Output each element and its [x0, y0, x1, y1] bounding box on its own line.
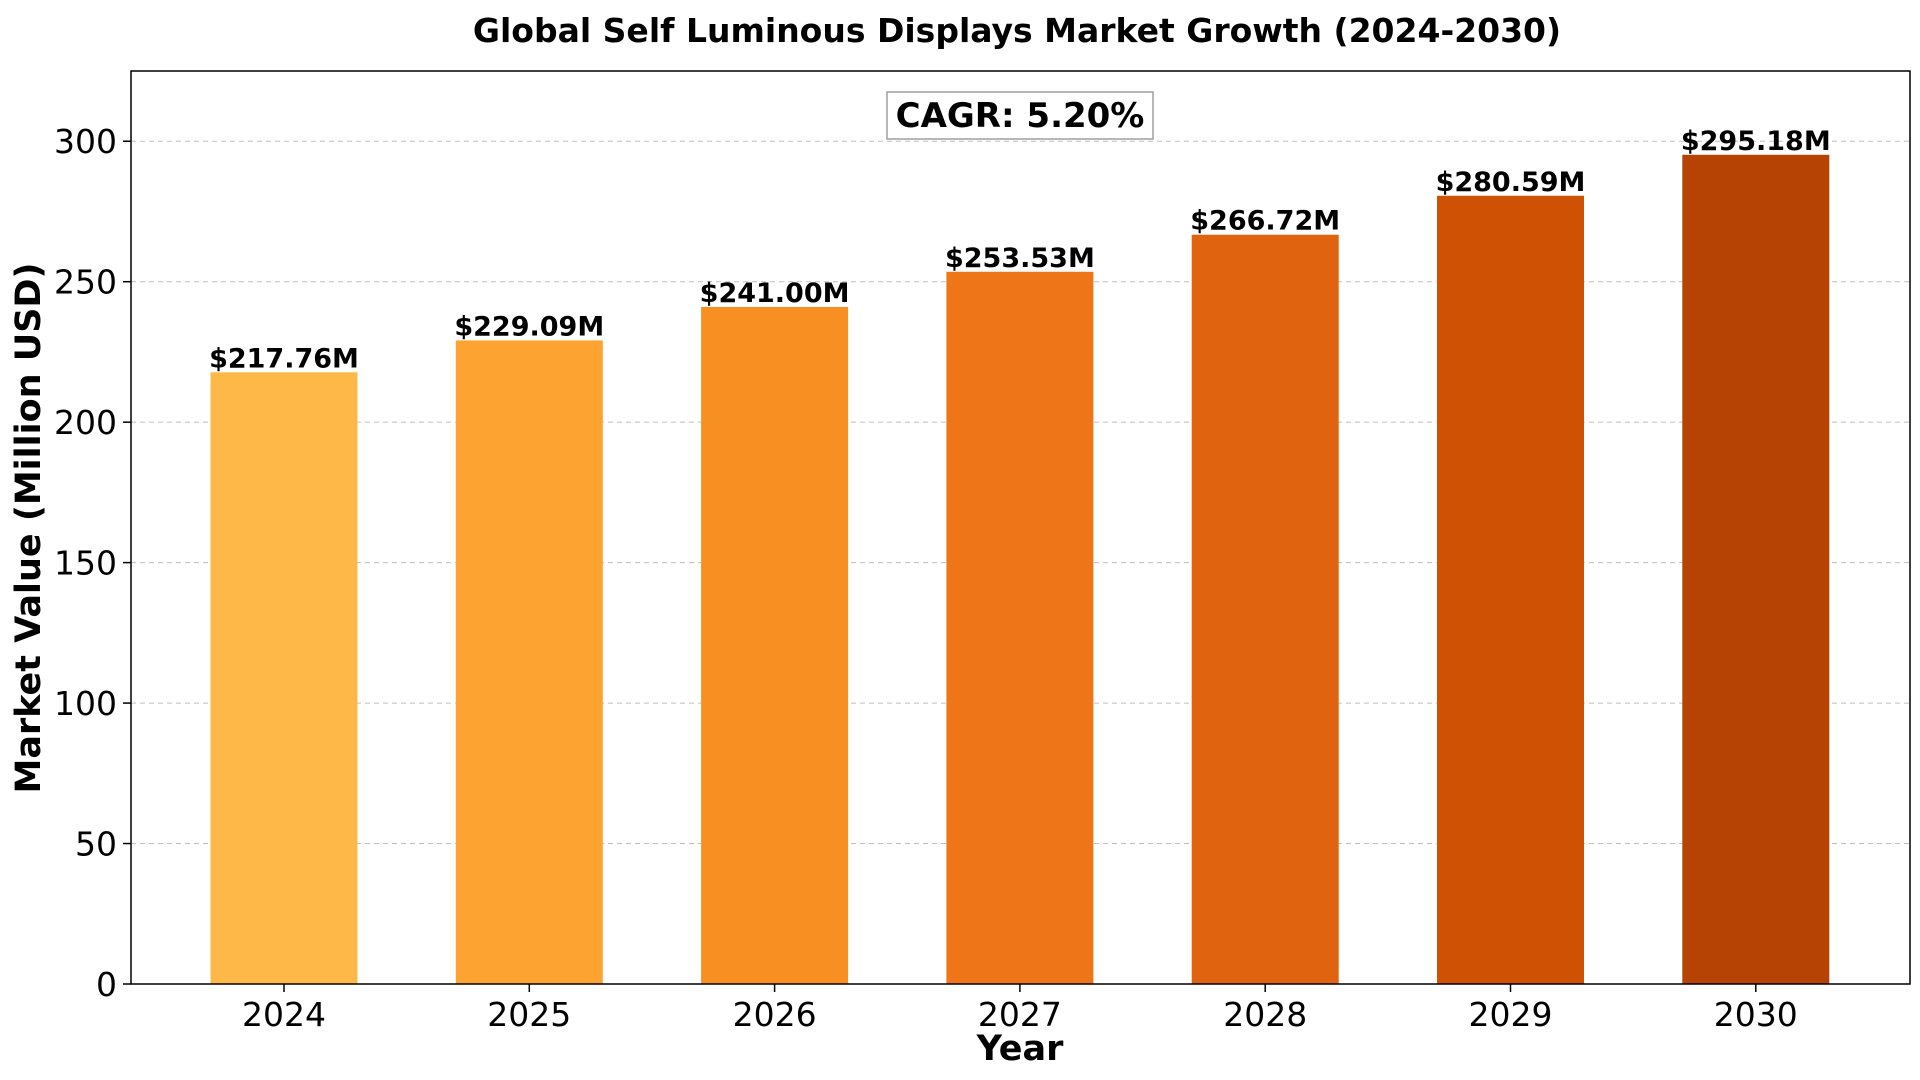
data-labels: $217.76M $229.09M $241.00M $253.53M $266.72M… [209, 126, 1831, 374]
y-tick-label: 100 [54, 684, 117, 723]
data-label-2026: $241.00M [700, 278, 850, 309]
x-tick-label: 2030 [1714, 995, 1798, 1034]
y-tick-label: 0 [96, 965, 117, 1004]
cagr-annotation: CAGR: 5.20% [886, 91, 1154, 140]
y-tick-label: 200 [54, 403, 117, 442]
y-tick-label: 250 [54, 263, 117, 302]
data-label-2025: $229.09M [454, 311, 604, 342]
x-axis-label: Year [976, 1029, 1064, 1069]
x-tick-label: 2029 [1469, 995, 1553, 1034]
chart-title: Global Self Luminous Displays Market Gro… [473, 11, 1561, 50]
y-axis-ticks: 0 50 100 150 200 250 300 [54, 122, 131, 1004]
x-tick-label: 2028 [1223, 995, 1307, 1034]
y-tick-label: 300 [54, 122, 117, 161]
bar-2025 [455, 340, 603, 984]
x-tick-label: 2025 [487, 995, 571, 1034]
x-axis-ticks: 2024 2025 2026 2027 2028 2029 2030 [242, 984, 1798, 1034]
data-label-2024: $217.76M [209, 343, 359, 374]
data-label-2029: $280.59M [1436, 167, 1586, 198]
plot-area-frame [130, 70, 1911, 985]
data-label-2028: $266.72M [1190, 206, 1340, 237]
cagr-box [886, 91, 1154, 140]
y-tick-label: 150 [54, 544, 117, 583]
bar-2024 [210, 372, 358, 984]
bar-2029 [1437, 195, 1584, 984]
bars [210, 154, 1830, 985]
y-axis-label: Market Value (Million USD) [9, 263, 49, 794]
y-tick-label: 50 [75, 825, 117, 864]
x-tick-label: 2027 [978, 995, 1062, 1034]
x-tick-label: 2024 [242, 995, 326, 1034]
bar-2030 [1682, 154, 1830, 985]
data-label-2030: $295.18M [1681, 126, 1831, 157]
cagr-text: CAGR: 5.20% [896, 96, 1145, 136]
bar-2027 [946, 271, 1094, 984]
bar-2026 [701, 306, 849, 985]
bar-2028 [1191, 234, 1339, 984]
data-label-2027: $253.53M [945, 243, 1095, 274]
x-tick-label: 2026 [733, 995, 817, 1034]
